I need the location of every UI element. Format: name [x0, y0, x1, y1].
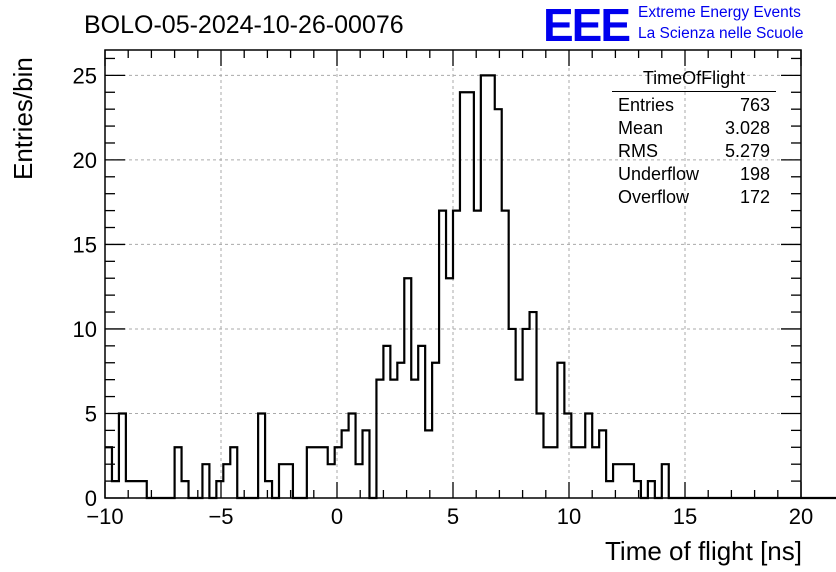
brand-line-2: La Scienza nelle Scuole [638, 25, 804, 42]
stat-value: 172 [739, 187, 770, 207]
y-tick-label: 15 [73, 232, 97, 257]
stat-row-rms: RMS 5.279 [612, 140, 776, 163]
eee-logo: EEE [543, 0, 631, 51]
x-tick-label: 20 [789, 504, 813, 529]
brand-line-1: Extreme Energy Events [638, 4, 801, 21]
stat-label: Entries [618, 95, 675, 115]
stat-row-underflow: Underflow 198 [612, 163, 776, 186]
y-tick-label: 0 [85, 486, 97, 511]
stat-value: 198 [739, 164, 770, 184]
x-tick-label: 15 [673, 504, 697, 529]
y-tick-label: 25 [73, 63, 97, 88]
y-tick-label: 20 [73, 148, 97, 173]
y-tick-label: 10 [73, 317, 97, 342]
chart-title: BOLO-05-2024-10-26-00076 [84, 11, 404, 39]
stat-label: RMS [618, 141, 658, 161]
x-tick-label: −5 [208, 504, 233, 529]
stat-row-entries: Entries 763 [612, 94, 776, 117]
x-tick-label: 10 [557, 504, 581, 529]
x-tick-label: 5 [447, 504, 459, 529]
stats-box: TimeOfFlight Entries 763 Mean 3.028 RMS … [612, 68, 776, 209]
y-axis-label: Entries/bin [8, 57, 38, 180]
x-tick-label: 0 [331, 504, 343, 529]
stat-value: 3.028 [724, 118, 770, 138]
stat-row-overflow: Overflow 172 [612, 186, 776, 209]
stat-value: 5.279 [724, 141, 770, 161]
x-tick-label: −10 [86, 504, 123, 529]
stat-label: Underflow [618, 164, 700, 184]
stat-value: 763 [739, 95, 770, 115]
stat-label: Overflow [618, 187, 690, 207]
y-tick-label: 5 [85, 401, 97, 426]
stat-row-mean: Mean 3.028 [612, 117, 776, 140]
stat-label: Mean [618, 118, 664, 138]
stats-title: TimeOfFlight [612, 68, 776, 92]
x-axis-label: Time of flight [ns] [605, 536, 802, 566]
